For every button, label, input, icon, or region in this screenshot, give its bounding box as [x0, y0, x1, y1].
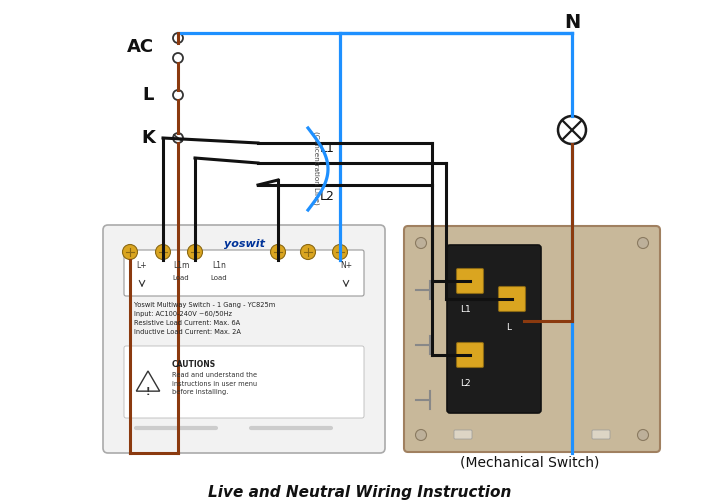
Text: (Concentration Line): (Concentration Line)	[312, 131, 319, 205]
Text: yoswit: yoswit	[223, 239, 264, 249]
Text: AC: AC	[127, 38, 153, 56]
Circle shape	[187, 244, 202, 260]
Circle shape	[415, 429, 426, 440]
Text: (Mechanical Switch): (Mechanical Switch)	[460, 455, 600, 469]
Text: Read and understand the
instructions in user menu
before installing.: Read and understand the instructions in …	[172, 372, 257, 395]
Text: L: L	[506, 324, 511, 333]
Text: L1n: L1n	[212, 261, 226, 270]
Circle shape	[637, 429, 649, 440]
FancyBboxPatch shape	[498, 286, 526, 311]
Text: !: !	[145, 387, 150, 397]
Text: N: N	[564, 13, 580, 31]
Text: Load: Load	[211, 275, 228, 281]
Text: K: K	[141, 129, 155, 147]
Text: Load: Load	[173, 275, 189, 281]
Circle shape	[122, 244, 138, 260]
Text: L1: L1	[320, 142, 335, 155]
Circle shape	[333, 244, 348, 260]
FancyBboxPatch shape	[404, 226, 660, 452]
Circle shape	[271, 244, 286, 260]
Circle shape	[415, 237, 426, 248]
Circle shape	[173, 53, 183, 63]
Text: L1m: L1m	[173, 261, 189, 270]
FancyBboxPatch shape	[103, 225, 385, 453]
Circle shape	[637, 237, 649, 248]
Text: Live and Neutral Wiring Instruction: Live and Neutral Wiring Instruction	[208, 484, 512, 499]
FancyBboxPatch shape	[456, 269, 484, 293]
Text: Yoswit Multiway Switch - 1 Gang - YC825m
Input: AC100-240V ~60/50Hz
Resistive Lo: Yoswit Multiway Switch - 1 Gang - YC825m…	[134, 302, 275, 335]
FancyBboxPatch shape	[454, 430, 472, 439]
Circle shape	[173, 133, 183, 143]
FancyBboxPatch shape	[124, 250, 364, 296]
Circle shape	[156, 244, 171, 260]
Text: N+: N+	[340, 261, 352, 270]
Circle shape	[173, 90, 183, 100]
Circle shape	[558, 116, 586, 144]
Circle shape	[173, 33, 183, 43]
FancyBboxPatch shape	[124, 346, 364, 418]
Text: L1: L1	[460, 305, 471, 314]
Text: CAUTIONS: CAUTIONS	[172, 360, 216, 369]
FancyBboxPatch shape	[592, 430, 610, 439]
FancyBboxPatch shape	[447, 245, 541, 413]
Text: L: L	[143, 86, 153, 104]
Text: L2: L2	[460, 380, 471, 389]
Text: L2: L2	[320, 191, 335, 204]
Text: L+: L+	[137, 261, 148, 270]
Circle shape	[300, 244, 315, 260]
FancyBboxPatch shape	[456, 343, 484, 367]
